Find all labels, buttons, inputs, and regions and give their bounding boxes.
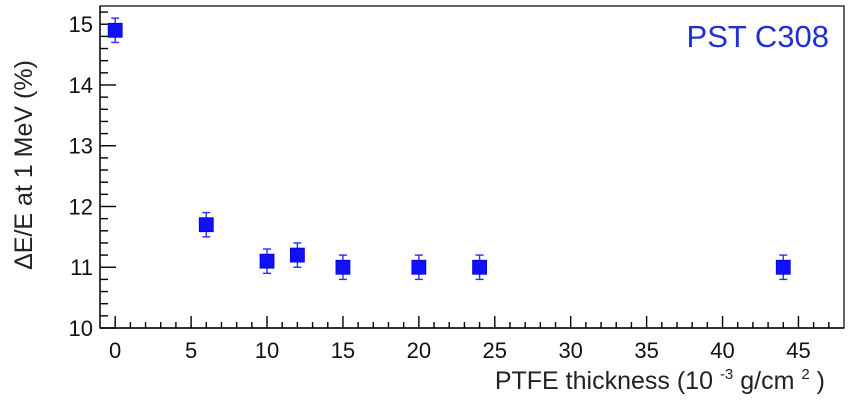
plot-frame (99, 5, 845, 329)
data-points (107, 17, 791, 281)
x-axis-label-suffix: ) (817, 367, 825, 395)
y-tick-label: 14 (69, 73, 93, 98)
x-tick-label: 10 (255, 338, 279, 363)
data-point-square (472, 259, 487, 275)
y-tick-label: 13 (69, 134, 93, 159)
y-tick-label: 15 (69, 12, 93, 37)
data-point-square (775, 259, 791, 275)
major-ticks (100, 23, 800, 329)
y-tick-label: 11 (70, 255, 93, 280)
x-axis-label-superscript2: 2 (801, 366, 809, 383)
chart-annotation: PST C308 (687, 19, 829, 54)
x-tick-label: 25 (483, 338, 507, 363)
x-axis-label-prefix: PTFE thickness (10 (495, 367, 713, 395)
data-point-square (335, 259, 351, 275)
x-tick-label: 15 (331, 338, 355, 363)
x-tick-label: 5 (185, 338, 197, 363)
x-tick-label: 30 (558, 338, 582, 363)
minor-ticks (100, 11, 830, 328)
x-axis-label-superscript: -3 (720, 366, 733, 383)
data-point-square (198, 217, 214, 233)
x-tick-label: 20 (407, 338, 431, 363)
data-point-square (259, 253, 275, 269)
y-axis-label: ΔE/E at 1 MeV (%) (10, 60, 38, 270)
x-tick-label: 0 (109, 338, 121, 363)
x-tick-label: 35 (634, 338, 658, 363)
tick-labels: 0 5 10 15 20 25 30 35 40 45 10 11 12 13 14 15 (69, 12, 811, 363)
y-tick-label: 12 (69, 194, 93, 219)
x-tick-label: 45 (786, 338, 810, 363)
data-point-square (107, 22, 123, 38)
data-point-square (289, 247, 305, 263)
data-point-square (411, 259, 427, 275)
x-tick-label: 40 (710, 338, 734, 363)
x-axis-label: PTFE thickness (10 -3 g/cm 2 ) (495, 357, 825, 395)
x-axis-label-middle: g/cm (740, 367, 794, 395)
y-tick-label: 10 (69, 316, 93, 341)
